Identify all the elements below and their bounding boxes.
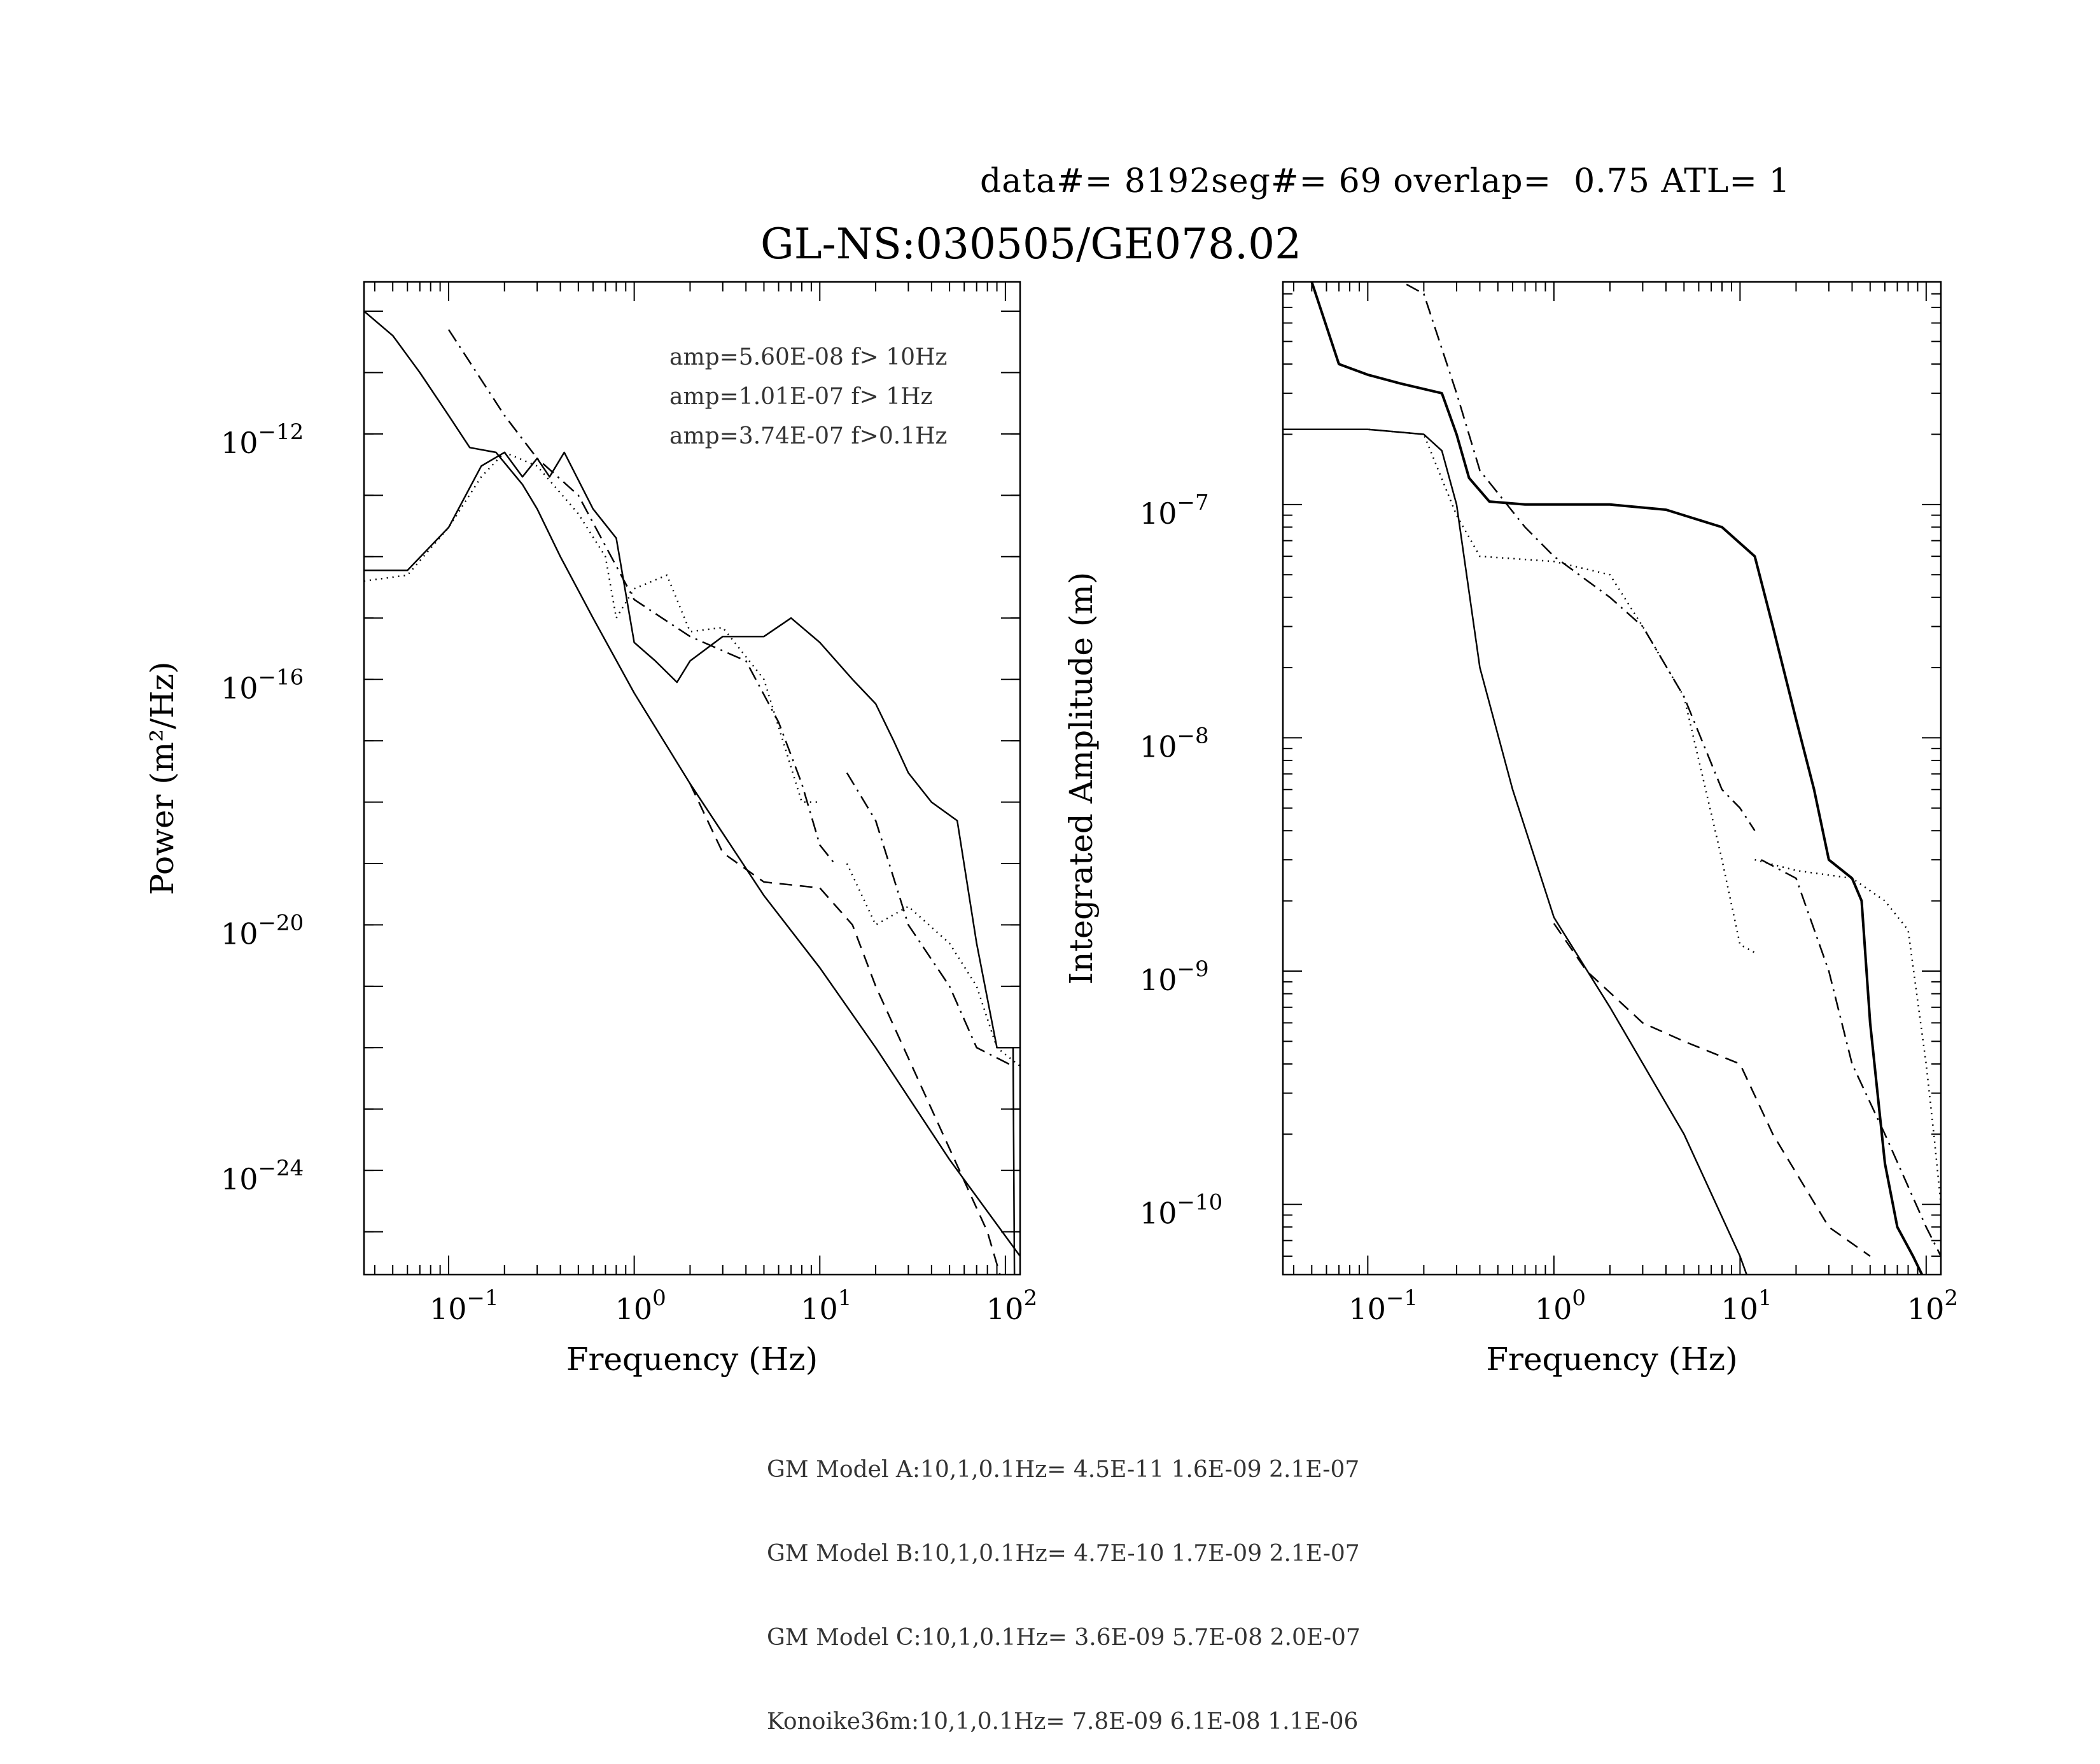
summary-line-konoike: Konoike36m:10,1,0.1Hz= 7.8E-09 6.1E-08 1… — [767, 1709, 1359, 1735]
y-axis-label: Integrated Amplitude (m) — [1063, 572, 1100, 985]
series-line-dashdot — [1400, 282, 1756, 831]
summary-line-model-a: GM Model A:10,1,0.1Hz= 4.5E-11 1.6E-09 2… — [767, 1457, 1360, 1483]
x-axis-label: Frequency (Hz) — [566, 1341, 818, 1378]
amplitude-annotation: amp=5.60E-08 f> 10Hz — [669, 344, 947, 370]
summary-line-model-b: GM Model B:10,1,0.1Hz= 4.7E-10 1.7E-09 2… — [767, 1541, 1360, 1567]
series-line-dashdot — [1761, 858, 1941, 1257]
model-summary: GM Model A:10,1,0.1Hz= 4.5E-11 1.6E-09 2… — [767, 1400, 1361, 1764]
series-line-dotted — [1754, 858, 1941, 1205]
x-tick-label: 101 — [801, 1285, 851, 1326]
header-info-line: data#= 8192seg#= 69 overlap= 0.75 ATL= 1 — [980, 162, 1791, 200]
series-line-solid — [1310, 282, 1924, 1275]
amplitude-annotation: amp=3.74E-07 f>0.1Hz — [669, 423, 947, 449]
x-tick-label: 10−1 — [430, 1285, 499, 1326]
series-line-dotted — [1283, 428, 1756, 954]
x-tick-label: 102 — [986, 1285, 1037, 1326]
y-tick-label: 10−24 — [221, 1156, 304, 1196]
series-line-dashed — [1553, 923, 1871, 1257]
series-line-dashdot — [846, 772, 1014, 1067]
y-tick-label: 10−20 — [221, 910, 304, 951]
plot-frame — [1282, 281, 1942, 1276]
series-line-dotted — [364, 451, 820, 803]
x-tick-label: 100 — [1535, 1285, 1586, 1326]
summary-line-model-c: GM Model C:10,1,0.1Hz= 3.6E-09 5.7E-08 2… — [767, 1625, 1361, 1651]
x-tick-label: 100 — [615, 1285, 666, 1326]
series-line-dashed — [689, 783, 1001, 1275]
y-tick-label: 10−8 — [1140, 723, 1209, 764]
series-line-solid — [1283, 428, 1748, 1275]
figure-title: GL-NS:030505/GE078.02 — [760, 220, 1302, 269]
series-line-dashdot — [447, 329, 836, 864]
y-tick-label: 10−16 — [221, 665, 304, 706]
series-line-solid — [364, 311, 1020, 1257]
y-axis-label: Power (m²/Hz) — [144, 661, 181, 895]
amplitude-annotation: amp=1.01E-07 f> 1Hz — [669, 384, 933, 410]
x-axis-label: Frequency (Hz) — [1486, 1341, 1737, 1378]
x-tick-label: 101 — [1721, 1285, 1772, 1326]
plot-frame — [363, 281, 1021, 1276]
power-spectrum-panel: 10−1 100 101 102 10−12 10−16 10−20 10−24 Frequen… — [144, 281, 1037, 1378]
x-tick-label: 102 — [1907, 1285, 1958, 1326]
series-line-dotted — [846, 863, 1020, 1067]
y-tick-label: 10−7 — [1140, 490, 1209, 531]
x-tick-label: 10−1 — [1348, 1285, 1418, 1326]
y-tick-label: 10−10 — [1140, 1190, 1222, 1231]
series-line-solid — [364, 451, 1016, 1275]
y-tick-label: 10−12 — [221, 419, 304, 460]
integrated-amplitude-panel: 10−1 100 101 102 10−7 10−8 10−9 10−10 Frequency … — [1063, 281, 1958, 1378]
chart-canvas: 10−1 100 101 102 10−12 10−16 10−20 10−24 Frequen… — [144, 281, 1958, 1378]
y-tick-label: 10−9 — [1140, 956, 1209, 997]
